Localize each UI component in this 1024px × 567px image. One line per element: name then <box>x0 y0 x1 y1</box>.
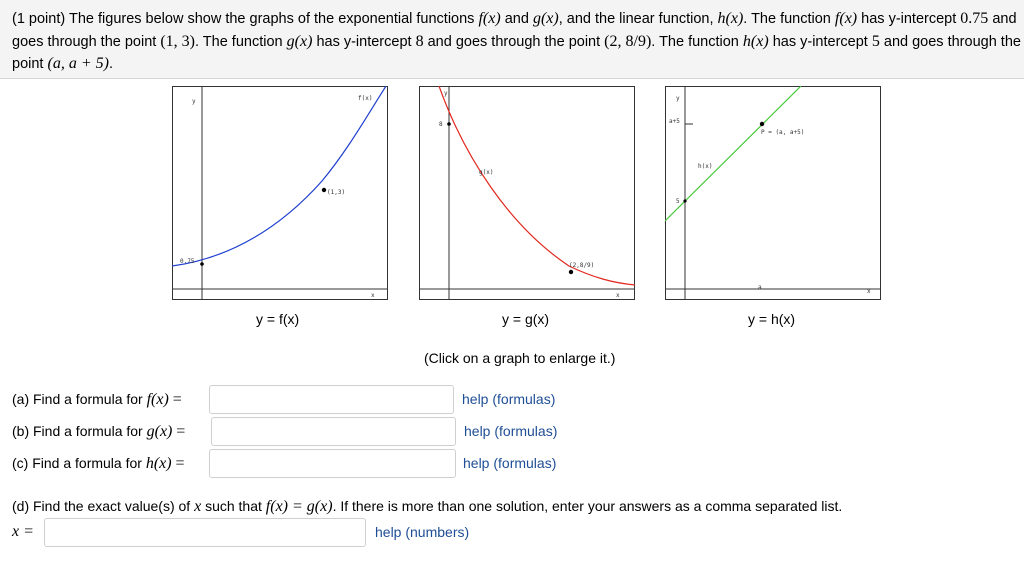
h-intercept-label: 5 <box>676 198 680 205</box>
answer-d-input[interactable] <box>44 518 366 547</box>
question-b-label: (b) Find a formula for g(x) = <box>12 423 186 440</box>
problem-header-background <box>0 0 1024 78</box>
question-c-label: (c) Find a formula for h(x) = <box>12 455 185 472</box>
question-a-label: (a) Find a formula for f(x) = <box>12 391 182 408</box>
h-line <box>665 86 802 222</box>
h-point <box>759 121 765 127</box>
answer-c-input[interactable] <box>209 449 456 478</box>
help-numbers-link[interactable]: help (numbers) <box>375 524 470 540</box>
h-a-label: a <box>758 284 762 291</box>
f-intercept-label: 0.75 <box>180 258 195 265</box>
f-point-label: (1,3) <box>327 189 345 196</box>
h-a5-label: a+5 <box>669 118 680 125</box>
g-intercept-point <box>447 122 451 126</box>
h-y-axis-label: y <box>676 95 680 102</box>
f-y-axis-label: y <box>192 98 196 105</box>
g-point-label: (2,8/9) <box>569 262 594 269</box>
h-x-axis-label: x <box>867 288 871 295</box>
graph-g-caption: y = g(x) <box>502 311 550 327</box>
g-x-axis-label: x <box>616 292 620 299</box>
g-point <box>568 269 574 275</box>
h-intercept-point <box>683 199 687 203</box>
graph-f[interactable]: y x f(x) 0.75 (1,3) <box>172 86 388 300</box>
graph-h-caption: y = h(x) <box>748 311 796 327</box>
h-point-label: P = (a, a+5) <box>761 129 804 136</box>
question-d-label: (d) Find the exact value(s) of x such th… <box>12 498 843 515</box>
f-x-axis-label: x <box>371 292 375 299</box>
g-intercept-label: 8 <box>439 121 443 128</box>
f-intercept-point <box>200 262 204 266</box>
answer-a-input[interactable] <box>209 385 454 414</box>
h-curve-label: h(x) <box>698 163 712 170</box>
help-formulas-link-b[interactable]: help (formulas) <box>464 423 558 439</box>
answer-d-label: x = <box>12 523 34 540</box>
f-point <box>321 187 327 193</box>
f-curve <box>172 86 387 267</box>
graph-f-caption: y = f(x) <box>256 311 300 327</box>
help-formulas-link-a[interactable]: help (formulas) <box>462 391 556 407</box>
graph-h[interactable]: y x h(x) 5 a+5 a P = (a, a+5) <box>665 86 881 300</box>
header-divider <box>0 78 1024 79</box>
g-curve-label: g(x) <box>479 169 493 176</box>
answer-b-input[interactable] <box>211 417 456 446</box>
help-formulas-link-c[interactable]: help (formulas) <box>463 455 557 471</box>
g-y-axis-label: y <box>444 90 448 97</box>
g-curve <box>438 86 635 286</box>
problem-statement: (1 point) The figures below show the gra… <box>12 10 1021 72</box>
points-label: (1 point) <box>12 11 66 27</box>
f-curve-label: f(x) <box>358 95 372 102</box>
click-hint: (Click on a graph to enlarge it.) <box>424 350 616 366</box>
graph-g[interactable]: y x g(x) 8 (2,8/9) <box>419 86 635 300</box>
